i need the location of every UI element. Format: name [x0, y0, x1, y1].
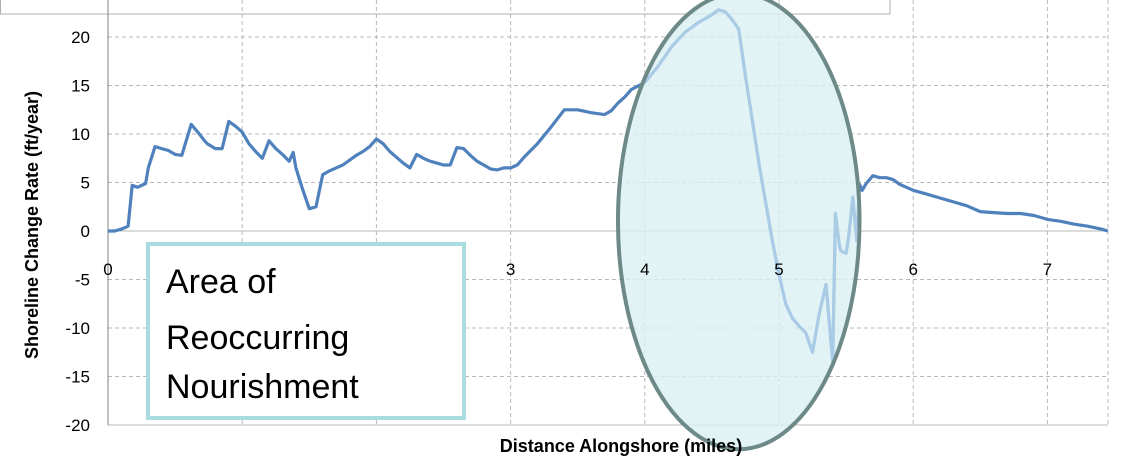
x-tick-label: 0 — [103, 260, 112, 279]
callout-line-1: Area of — [166, 263, 276, 301]
y-tick-label: 5 — [81, 174, 90, 193]
nourishment-ellipse — [615, 0, 862, 452]
y-tick-label: 0 — [81, 222, 90, 241]
callout-line-2: Reoccurring — [166, 319, 349, 357]
callout-border — [146, 242, 466, 420]
x-tick-label: 5 — [774, 260, 783, 279]
callout-line-3: Nourishment — [166, 368, 359, 406]
y-tick-label: 15 — [71, 77, 90, 96]
ellipse-layer — [615, 0, 862, 452]
y-tick-label: -15 — [65, 368, 90, 387]
y-tick-label: 20 — [71, 28, 90, 47]
y-tick-label: -20 — [65, 416, 90, 435]
y-tick-label: 10 — [71, 125, 90, 144]
y-tick-label: -5 — [75, 271, 90, 290]
series-layer — [108, 8, 1109, 364]
y-axis-title: Shoreline Change Rate (ft/year) — [22, 91, 42, 359]
x-axis-title: Distance Alongshore (miles) — [500, 436, 742, 456]
legend-box-border — [0, 0, 891, 15]
y-tick-label: -10 — [65, 319, 90, 338]
callout-box: Area of Reoccurring Nourishment — [146, 242, 466, 420]
x-tick-label: 7 — [1043, 260, 1052, 279]
series-line — [108, 8, 1109, 364]
x-tick-label: 4 — [640, 260, 649, 279]
x-tick-label: 3 — [506, 260, 515, 279]
x-tick-label: 6 — [908, 260, 917, 279]
